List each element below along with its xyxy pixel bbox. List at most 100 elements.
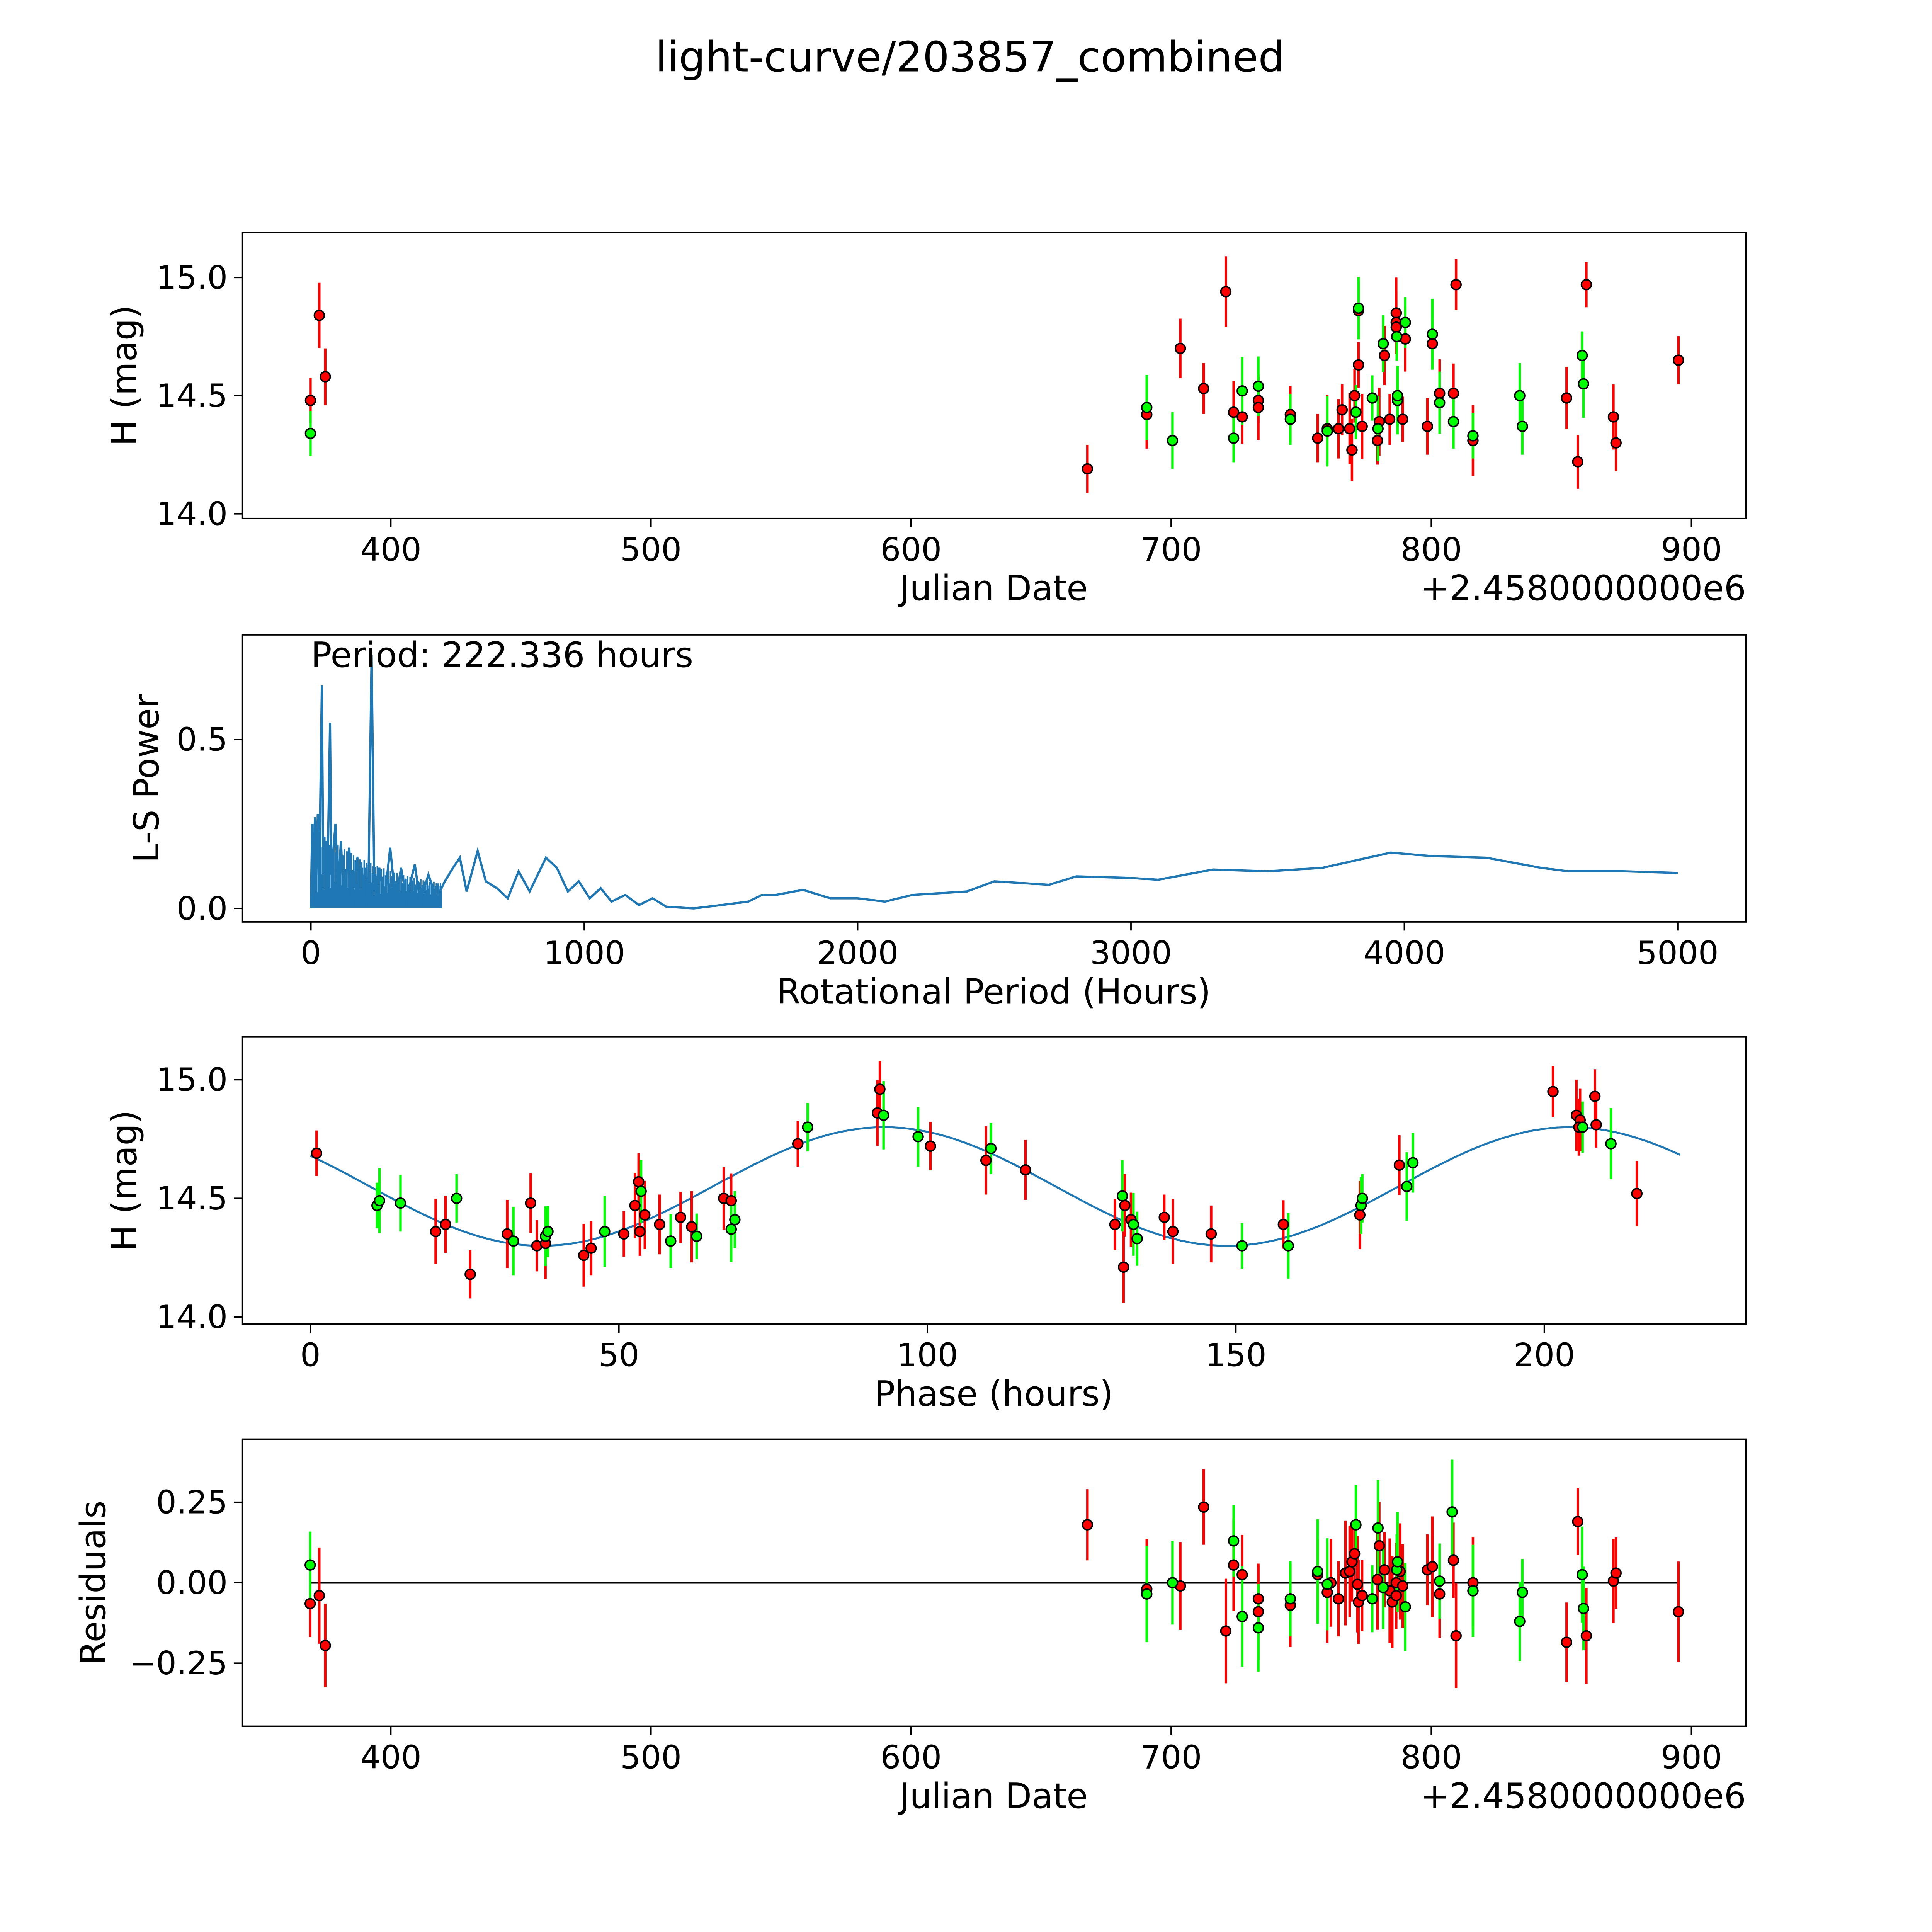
red-data-point xyxy=(1356,420,1368,432)
green-data-point xyxy=(395,1197,406,1209)
red-data-point xyxy=(629,1199,641,1211)
red-data-point xyxy=(980,1155,992,1166)
red-data-point xyxy=(1198,1501,1209,1513)
red-data-point xyxy=(874,1083,886,1095)
green-data-point xyxy=(1605,1138,1617,1150)
green-data-point xyxy=(985,1143,997,1155)
red-data-point xyxy=(725,1195,737,1207)
axes-frame xyxy=(242,1036,1747,1325)
y-tick-label: 15.0 xyxy=(156,259,228,296)
x-tick-label: 3000 xyxy=(1090,934,1172,972)
red-data-point xyxy=(311,1147,323,1159)
red-data-point xyxy=(304,1598,316,1609)
green-data-point xyxy=(1236,1611,1248,1622)
y-tick-label: 0.0 xyxy=(177,890,228,927)
red-data-point xyxy=(925,1140,936,1152)
green-data-point xyxy=(1517,420,1528,432)
plot-area xyxy=(310,655,1678,910)
green-data-point xyxy=(1252,1622,1264,1634)
green-data-point xyxy=(1577,1121,1588,1133)
x-tick-label: 5000 xyxy=(1637,934,1719,972)
x-tick-label: 150 xyxy=(1205,1337,1267,1374)
red-data-point xyxy=(430,1226,442,1237)
red-data-point xyxy=(1118,1261,1129,1273)
x-tick-label: 700 xyxy=(1141,1738,1202,1776)
red-data-point xyxy=(1673,354,1684,366)
red-data-point xyxy=(320,1639,331,1651)
period-annotation: Period: 222.336 hours xyxy=(311,635,694,675)
red-data-point xyxy=(1119,1199,1131,1211)
red-data-point xyxy=(1434,388,1446,399)
figure-title: light-curve/203857_combined xyxy=(655,33,1285,82)
y-tick-label: 0.00 xyxy=(156,1564,228,1602)
red-data-point xyxy=(639,1209,651,1221)
panel-periodogram: 0 1000 2000 3000 4000 5000 0.0 0.5 Rotational Pe… xyxy=(127,634,1747,1012)
green-data-point xyxy=(1282,1240,1294,1252)
plot-area xyxy=(304,1459,1684,1688)
x-offset-label: +2.4580000000e6 xyxy=(1420,1776,1746,1816)
red-data-point xyxy=(1450,279,1462,291)
x-tick-label: 0 xyxy=(300,1337,321,1374)
red-data-point xyxy=(525,1197,537,1209)
x-tick-label: 900 xyxy=(1661,531,1722,568)
green-data-point xyxy=(1350,406,1362,418)
red-data-point xyxy=(1082,463,1093,475)
red-data-point xyxy=(686,1221,697,1233)
green-data-point xyxy=(1353,302,1364,314)
x-tick-label: 900 xyxy=(1661,1738,1722,1776)
red-data-point xyxy=(634,1226,646,1237)
green-data-point xyxy=(1312,1566,1323,1577)
x-tick-label: 700 xyxy=(1141,531,1202,568)
y-tick-label: −0.25 xyxy=(129,1645,228,1682)
red-data-point xyxy=(1580,1630,1592,1642)
red-data-point xyxy=(1393,1159,1405,1171)
red-data-point xyxy=(1252,1606,1264,1617)
red-data-point xyxy=(1610,1567,1622,1579)
red-data-point xyxy=(1336,404,1348,416)
red-data-point xyxy=(1333,1593,1344,1605)
green-data-point xyxy=(599,1226,611,1237)
green-data-point xyxy=(1407,1157,1419,1168)
red-data-point xyxy=(1589,1090,1601,1102)
red-data-point xyxy=(1352,1578,1363,1590)
y-tick-label: 14.0 xyxy=(156,1298,228,1336)
red-data-point xyxy=(1390,1590,1402,1602)
x-tick-label: 200 xyxy=(1514,1337,1575,1374)
y-tick-label: 0.25 xyxy=(156,1484,228,1521)
red-data-point xyxy=(585,1242,597,1254)
green-data-point xyxy=(1400,1601,1411,1613)
x-tick-label: 50 xyxy=(599,1337,639,1374)
green-data-point xyxy=(1128,1219,1139,1230)
x-axis-label: Julian Date xyxy=(898,1776,1088,1816)
green-data-point xyxy=(507,1235,519,1247)
green-data-point xyxy=(912,1131,924,1143)
x-tick-label: 400 xyxy=(360,1738,422,1776)
green-data-point xyxy=(542,1226,554,1237)
green-data-point xyxy=(878,1109,889,1121)
red-data-point xyxy=(304,395,316,406)
green-data-point xyxy=(1514,390,1526,401)
green-data-point xyxy=(1401,1180,1413,1192)
red-data-point xyxy=(1427,1561,1438,1573)
red-data-point xyxy=(1631,1188,1643,1199)
red-data-point xyxy=(1610,437,1622,449)
panel-residuals: 400 500 600 700 800 900 −0.25 0.00 0.25 Julian Da… xyxy=(73,1438,1747,1816)
y-axis-label: L-S Power xyxy=(127,694,167,863)
y-axis-label: Residuals xyxy=(73,1500,114,1665)
green-data-point xyxy=(1372,423,1384,435)
green-data-point xyxy=(1400,316,1411,328)
red-data-point xyxy=(1349,390,1361,401)
red-data-point xyxy=(1167,1226,1179,1237)
periodogram-line xyxy=(310,655,1678,910)
green-data-point xyxy=(1321,1578,1333,1590)
red-data-point xyxy=(654,1219,665,1230)
red-data-point xyxy=(1082,1519,1093,1531)
green-data-point xyxy=(1391,331,1403,342)
red-data-point xyxy=(1390,307,1402,319)
green-data-point xyxy=(1321,425,1333,437)
green-data-point xyxy=(1350,1519,1362,1531)
panel-phased: 0 50 100 150 200 14.0 14.5 15.0 Phase (hours) H (… xyxy=(104,1036,1747,1414)
x-tick-label: 600 xyxy=(880,1738,942,1776)
red-data-point xyxy=(1220,286,1232,298)
y-axis-label: H (mag) xyxy=(104,1110,145,1251)
